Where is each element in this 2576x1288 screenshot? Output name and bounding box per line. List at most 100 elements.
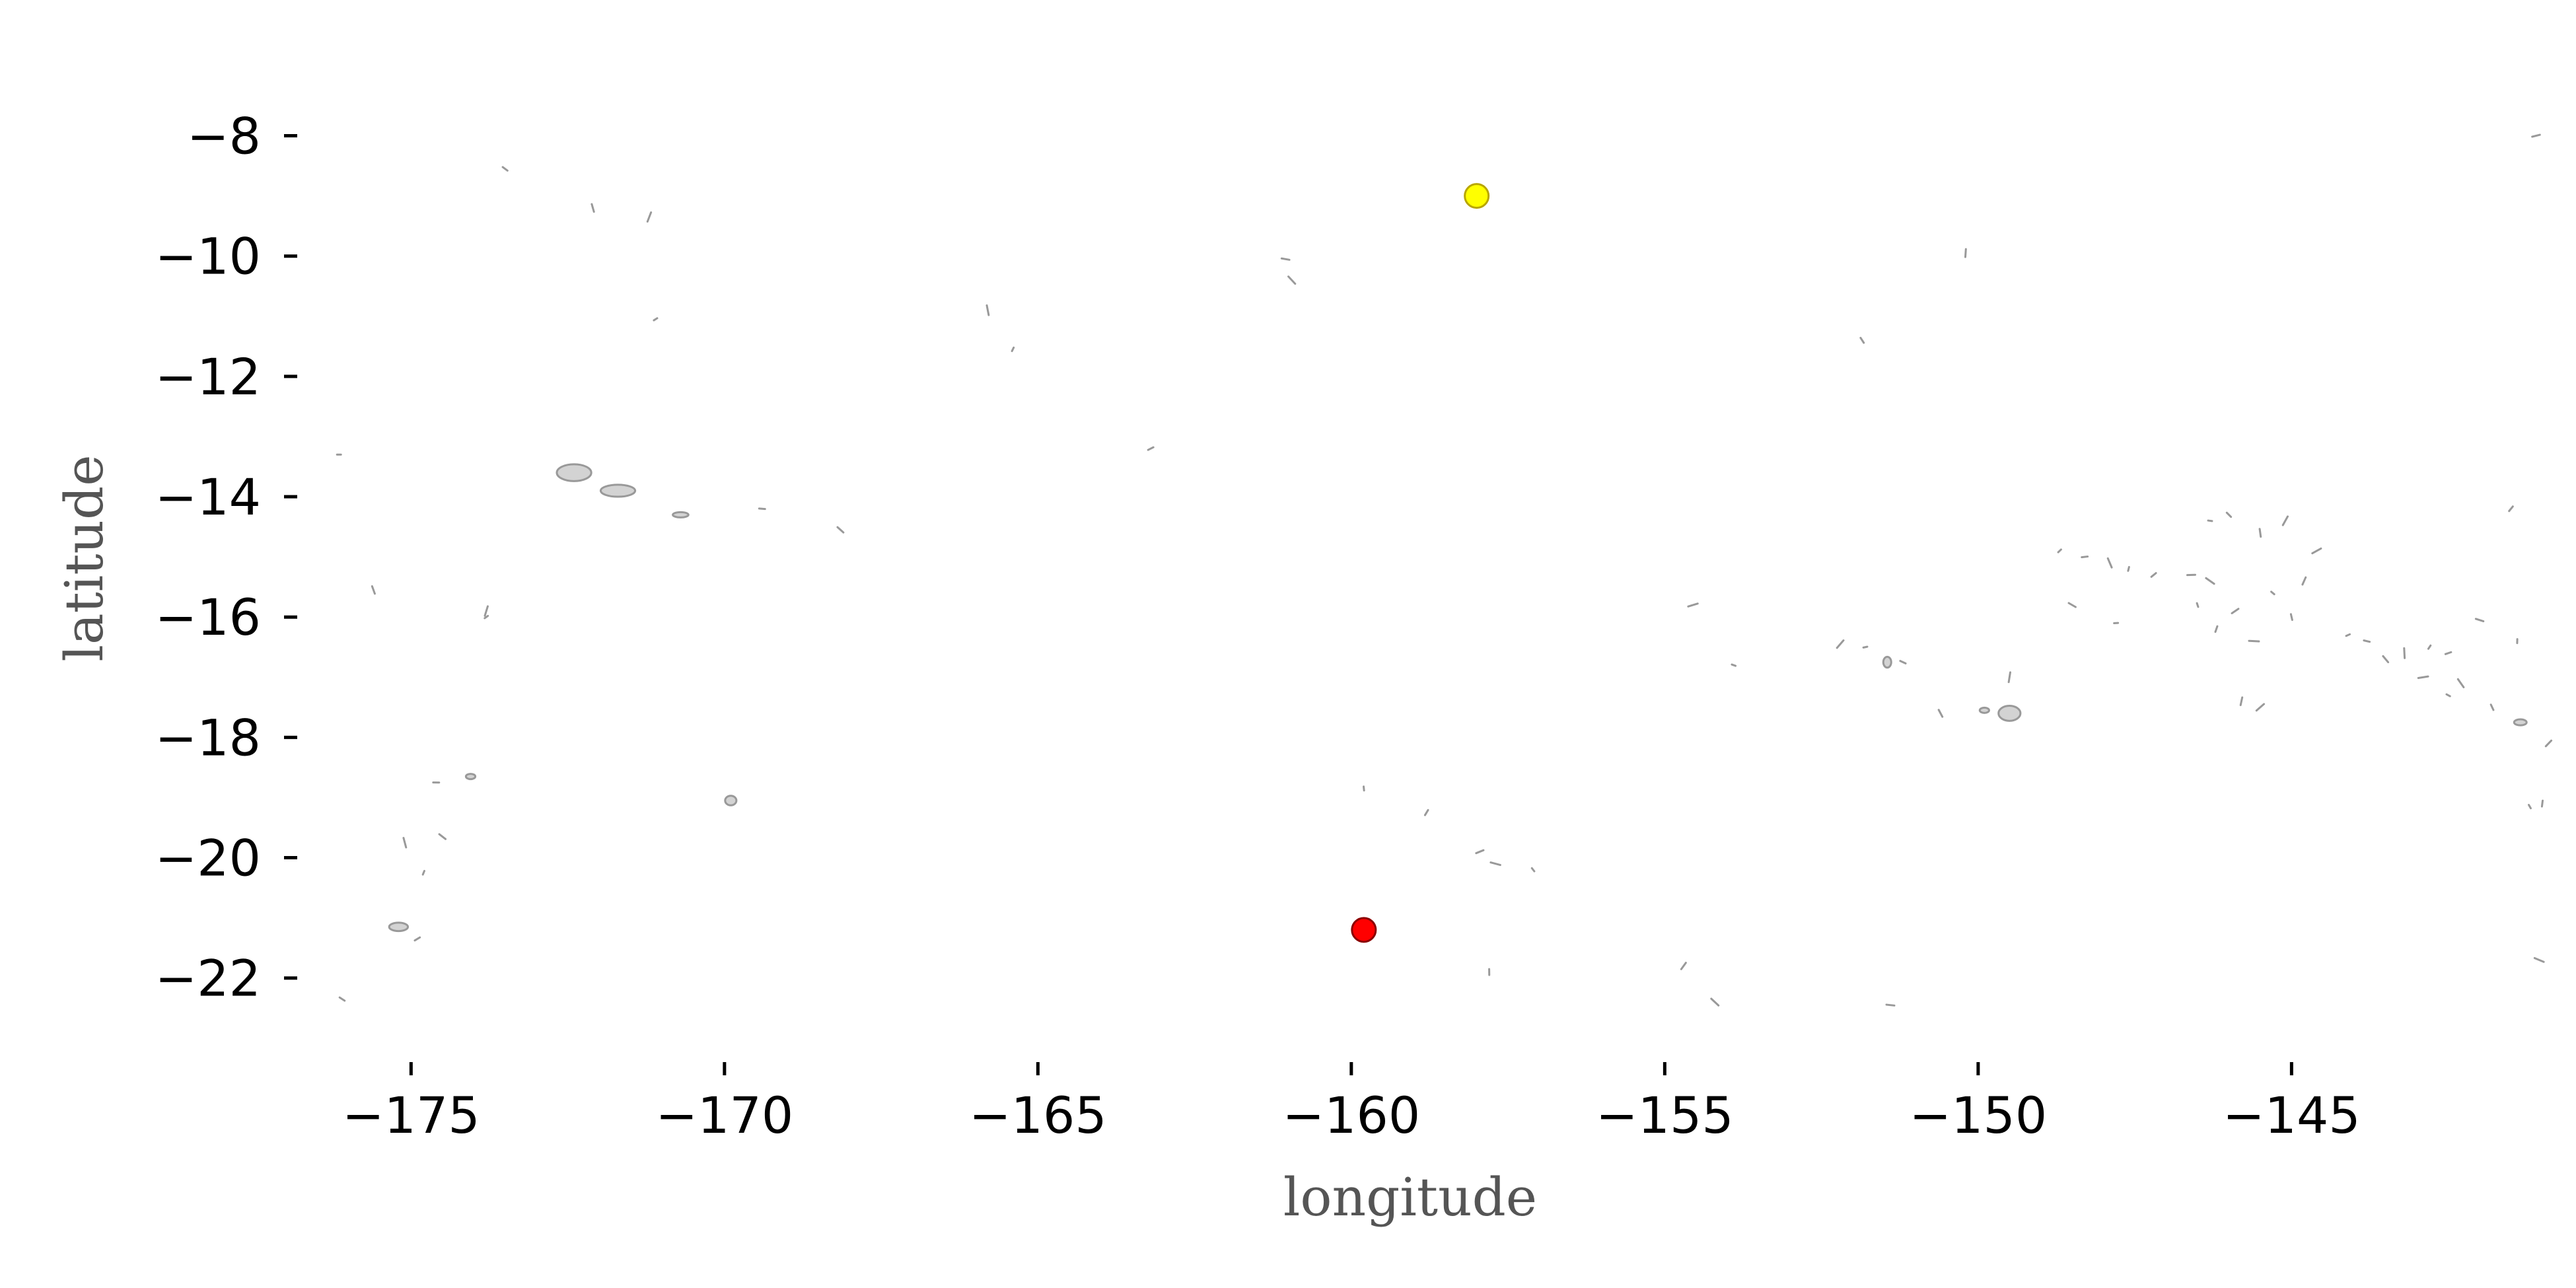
x-axis: −175 −170 −165 −160 −155 −150 −145: [342, 1062, 2361, 1145]
islet-mark: [2289, 613, 2293, 622]
islet-mark: [402, 837, 408, 849]
islet-mark: [1710, 997, 1720, 1007]
islet-mark: [1287, 275, 1297, 285]
islet-mark: [2311, 547, 2322, 555]
islet-mark: [2427, 644, 2432, 650]
islet-mark: [2345, 633, 2351, 637]
island-shape: [599, 483, 637, 498]
x-tick-label: −160: [1282, 1086, 1420, 1145]
y-axis: −8 −10 −12 −14 −16 −18 −20 −22: [155, 107, 297, 1008]
islet-mark: [2544, 739, 2553, 748]
island-shape: [1978, 706, 1990, 714]
islet-mark: [413, 936, 421, 942]
islet-mark: [2231, 608, 2240, 614]
islet-mark: [2067, 602, 2077, 608]
islet-mark: [2528, 804, 2532, 810]
islet-mark: [371, 585, 376, 595]
islet-mark: [1011, 346, 1015, 353]
islet-mark: [2508, 505, 2514, 513]
x-tick-label: −150: [1909, 1086, 2047, 1145]
island-shape: [672, 511, 690, 519]
islet-mark: [2057, 548, 2062, 554]
x-tick-label: −175: [342, 1086, 480, 1145]
points-layer: [1351, 183, 1490, 943]
islet-mark: [1363, 785, 1365, 792]
islet-mark: [483, 605, 489, 617]
islet-mark: [2456, 678, 2465, 689]
island-shape: [2513, 718, 2528, 727]
y-tick-label: −16: [155, 588, 261, 647]
islet-mark: [1899, 660, 1907, 664]
islet-mark: [2445, 693, 2451, 698]
islet-mark: [836, 526, 845, 534]
islet-mark: [2474, 618, 2485, 623]
islet-mark: [2239, 696, 2244, 707]
island-shape: [555, 463, 592, 482]
y-tick-label: −10: [155, 227, 261, 286]
islet-mark: [2533, 956, 2545, 963]
islet-mark: [1680, 962, 1687, 970]
x-tick-label: −170: [655, 1086, 793, 1145]
islet-mark: [501, 166, 509, 172]
islet-mark: [1687, 602, 1699, 608]
data-point: [1464, 183, 1490, 209]
islet-mark: [2258, 528, 2262, 538]
islet-mark: [2007, 671, 2011, 684]
islet-mark: [2150, 572, 2157, 578]
islet-mark: [653, 317, 659, 322]
islet-mark: [338, 996, 346, 1002]
x-axis-label: longitude: [1283, 1166, 1537, 1228]
islet-mark: [2281, 515, 2289, 526]
islet-mark: [2196, 602, 2200, 608]
x-tick-label: −145: [2223, 1086, 2361, 1145]
islet-mark: [2444, 651, 2452, 655]
islet-mark: [1489, 861, 1501, 867]
islet-mark: [646, 211, 653, 223]
y-tick-label: −12: [155, 347, 261, 406]
islet-mark: [2205, 577, 2215, 585]
y-tick-label: −8: [187, 107, 261, 166]
islet-mark: [2270, 590, 2275, 596]
islet-mark: [1731, 663, 1737, 667]
islet-mark: [1836, 639, 1845, 649]
islet-mark: [1147, 446, 1155, 451]
y-tick-label: −22: [155, 949, 261, 1008]
islet-mark: [2301, 576, 2307, 586]
islet-mark: [421, 870, 425, 876]
island-shape: [1997, 705, 2022, 722]
islet-mark: [438, 833, 447, 840]
y-tick-label: −14: [155, 468, 261, 526]
islet-mark: [590, 203, 595, 213]
islet-mark: [2127, 565, 2130, 572]
y-axis-label: latitude: [54, 454, 115, 661]
coastline-layer: [336, 133, 2553, 1007]
island-shape: [464, 773, 477, 781]
islet-mark: [2417, 675, 2429, 679]
islet-mark: [2214, 625, 2219, 633]
island-shape: [388, 921, 410, 933]
islet-mark: [1423, 808, 1429, 816]
y-tick-label: −18: [155, 708, 261, 767]
islet-mark: [1530, 867, 1536, 873]
islet-mark: [1964, 248, 1967, 258]
islet-mark: [483, 614, 489, 620]
islet-mark: [2225, 511, 2233, 519]
island-shape: [1882, 655, 1892, 669]
island-shape: [724, 795, 738, 806]
islet-mark: [1859, 336, 1865, 344]
x-tick-label: −155: [1596, 1086, 1734, 1145]
islet-mark: [1937, 709, 1944, 718]
islet-mark: [2255, 703, 2266, 712]
islet-mark: [1475, 849, 1485, 855]
islet-mark: [2382, 655, 2390, 664]
x-tick-label: −165: [969, 1086, 1107, 1145]
islet-mark: [2106, 557, 2113, 569]
islet-mark: [2207, 519, 2213, 522]
data-point: [1351, 917, 1377, 943]
islet-mark: [2531, 133, 2541, 138]
islet-mark: [2403, 647, 2406, 659]
islet-mark: [1280, 257, 1291, 261]
islet-mark: [985, 304, 990, 316]
y-tick-label: −20: [155, 829, 261, 888]
